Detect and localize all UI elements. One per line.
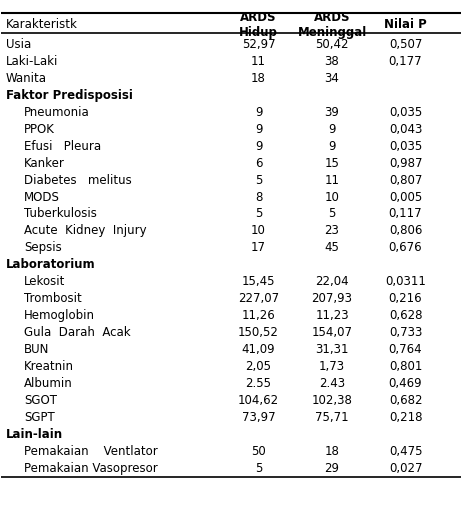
Text: Lain-lain: Lain-lain bbox=[6, 427, 63, 440]
Text: 31,31: 31,31 bbox=[315, 342, 349, 356]
Text: 10: 10 bbox=[251, 224, 266, 237]
Text: 50: 50 bbox=[251, 444, 266, 457]
Text: 0,035: 0,035 bbox=[389, 139, 422, 153]
Text: Pemakaian    Ventlator: Pemakaian Ventlator bbox=[24, 444, 158, 457]
Text: Wanita: Wanita bbox=[6, 72, 47, 85]
Text: 5: 5 bbox=[255, 461, 262, 474]
Text: 2,05: 2,05 bbox=[246, 359, 272, 372]
Text: Usia: Usia bbox=[6, 38, 31, 51]
Text: BUN: BUN bbox=[24, 342, 50, 356]
Text: 104,62: 104,62 bbox=[238, 393, 279, 406]
Text: 6: 6 bbox=[255, 157, 262, 169]
Text: 102,38: 102,38 bbox=[311, 393, 353, 406]
Text: 0,507: 0,507 bbox=[389, 38, 422, 51]
Text: Pneumonia: Pneumonia bbox=[24, 106, 90, 119]
Text: 0,676: 0,676 bbox=[389, 241, 422, 254]
Text: Kanker: Kanker bbox=[24, 157, 65, 169]
Text: 73,97: 73,97 bbox=[242, 410, 275, 423]
Text: 0,035: 0,035 bbox=[389, 106, 422, 119]
Text: 0,682: 0,682 bbox=[389, 393, 422, 406]
Text: 15,45: 15,45 bbox=[242, 275, 275, 288]
Text: 0,801: 0,801 bbox=[389, 359, 422, 372]
Text: 0,764: 0,764 bbox=[389, 342, 422, 356]
Text: 0,987: 0,987 bbox=[389, 157, 422, 169]
Text: 9: 9 bbox=[255, 123, 262, 135]
Text: 0,0311: 0,0311 bbox=[385, 275, 426, 288]
Text: 11,26: 11,26 bbox=[242, 309, 275, 322]
Text: Trombosit: Trombosit bbox=[24, 291, 82, 305]
Text: SGOT: SGOT bbox=[24, 393, 57, 406]
Text: 9: 9 bbox=[255, 139, 262, 153]
Text: 75,71: 75,71 bbox=[315, 410, 349, 423]
Text: MODS: MODS bbox=[24, 190, 60, 203]
Text: 154,07: 154,07 bbox=[311, 325, 353, 338]
Text: 10: 10 bbox=[325, 190, 340, 203]
Text: 29: 29 bbox=[324, 461, 340, 474]
Text: ARDS
Meninggal: ARDS Meninggal bbox=[298, 11, 367, 39]
Text: 207,93: 207,93 bbox=[311, 291, 353, 305]
Text: Laki-Laki: Laki-Laki bbox=[6, 55, 58, 68]
Text: 38: 38 bbox=[325, 55, 340, 68]
Text: 0,117: 0,117 bbox=[389, 207, 422, 220]
Text: Albumin: Albumin bbox=[24, 376, 73, 389]
Text: 5: 5 bbox=[255, 207, 262, 220]
Text: ARDS
Hidup: ARDS Hidup bbox=[239, 11, 278, 39]
Text: Pemakaian Vasopresor: Pemakaian Vasopresor bbox=[24, 461, 158, 474]
Text: Acute  Kidney  Injury: Acute Kidney Injury bbox=[24, 224, 147, 237]
Text: 9: 9 bbox=[255, 106, 262, 119]
Text: 52,97: 52,97 bbox=[242, 38, 275, 51]
Text: Diabetes   melitus: Diabetes melitus bbox=[24, 173, 132, 186]
Text: 50,42: 50,42 bbox=[315, 38, 349, 51]
Text: 9: 9 bbox=[328, 139, 336, 153]
Text: Faktor Predisposisi: Faktor Predisposisi bbox=[6, 89, 133, 102]
Text: 45: 45 bbox=[325, 241, 340, 254]
Text: 34: 34 bbox=[325, 72, 340, 85]
Text: 18: 18 bbox=[251, 72, 266, 85]
Text: 0,005: 0,005 bbox=[389, 190, 422, 203]
Text: Efusi   Pleura: Efusi Pleura bbox=[24, 139, 102, 153]
Text: 41,09: 41,09 bbox=[242, 342, 275, 356]
Text: 22,04: 22,04 bbox=[315, 275, 349, 288]
Text: Hemoglobin: Hemoglobin bbox=[24, 309, 95, 322]
Text: 0,806: 0,806 bbox=[389, 224, 422, 237]
Text: 0,807: 0,807 bbox=[389, 173, 422, 186]
Text: 2.55: 2.55 bbox=[246, 376, 272, 389]
Text: 0,027: 0,027 bbox=[389, 461, 422, 474]
Text: 11: 11 bbox=[324, 173, 340, 186]
Text: Sepsis: Sepsis bbox=[24, 241, 62, 254]
Text: 5: 5 bbox=[328, 207, 336, 220]
Text: 0,733: 0,733 bbox=[389, 325, 422, 338]
Text: 39: 39 bbox=[325, 106, 340, 119]
Text: 11,23: 11,23 bbox=[315, 309, 349, 322]
Text: 1,73: 1,73 bbox=[319, 359, 345, 372]
Text: Gula  Darah  Acak: Gula Darah Acak bbox=[24, 325, 131, 338]
Text: 0,469: 0,469 bbox=[389, 376, 422, 389]
Text: Laboratorium: Laboratorium bbox=[6, 258, 96, 271]
Text: 2.43: 2.43 bbox=[319, 376, 345, 389]
Text: PPOK: PPOK bbox=[24, 123, 55, 135]
Text: Nilai P: Nilai P bbox=[384, 18, 427, 31]
Text: 23: 23 bbox=[325, 224, 340, 237]
Text: 0,043: 0,043 bbox=[389, 123, 422, 135]
Text: 150,52: 150,52 bbox=[238, 325, 279, 338]
Text: 8: 8 bbox=[255, 190, 262, 203]
Text: Karakteristk: Karakteristk bbox=[6, 18, 78, 31]
Text: 227,07: 227,07 bbox=[238, 291, 279, 305]
Text: SGPT: SGPT bbox=[24, 410, 55, 423]
Text: 0,216: 0,216 bbox=[389, 291, 422, 305]
Text: 0,218: 0,218 bbox=[389, 410, 422, 423]
Text: 11: 11 bbox=[251, 55, 266, 68]
Text: 5: 5 bbox=[255, 173, 262, 186]
Text: 0,628: 0,628 bbox=[389, 309, 422, 322]
Text: Lekosit: Lekosit bbox=[24, 275, 66, 288]
Text: 0,475: 0,475 bbox=[389, 444, 422, 457]
Text: Tuberkulosis: Tuberkulosis bbox=[24, 207, 97, 220]
Text: 18: 18 bbox=[325, 444, 340, 457]
Text: Kreatnin: Kreatnin bbox=[24, 359, 74, 372]
Text: 15: 15 bbox=[325, 157, 340, 169]
Text: 0,177: 0,177 bbox=[389, 55, 422, 68]
Text: 9: 9 bbox=[328, 123, 336, 135]
Text: 17: 17 bbox=[251, 241, 266, 254]
